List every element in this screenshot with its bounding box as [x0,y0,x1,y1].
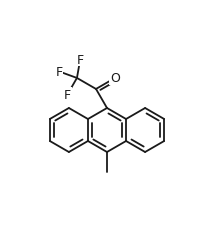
Text: F: F [64,88,71,101]
Text: F: F [77,54,84,66]
Text: O: O [110,72,120,85]
Text: F: F [55,66,63,79]
